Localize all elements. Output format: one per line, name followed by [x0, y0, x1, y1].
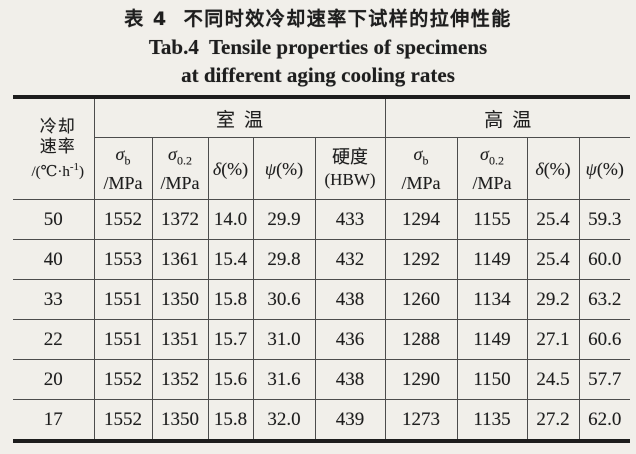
- table-row: 17 1552 1350 15.8 32.0 439 1273 1135 27.…: [13, 399, 631, 442]
- data-cell: 25.4: [526, 239, 580, 280]
- data-cell: 1149: [456, 319, 528, 360]
- data-cell: 29.2: [526, 279, 580, 320]
- data-cell: 1552: [93, 399, 153, 442]
- col-header-sigma-02-room: σ0.2/MPa: [151, 137, 209, 200]
- data-cell: 57.7: [578, 359, 631, 400]
- data-cell: 1135: [456, 399, 528, 442]
- table-row: 20 1552 1352 15.6 31.6 438 1290 1150 24.…: [13, 359, 631, 400]
- cooling-rate-label-line2: 速率: [39, 136, 76, 156]
- data-cell: 60.6: [578, 319, 631, 360]
- data-cell: 1361: [151, 239, 209, 280]
- data-cell: 60.0: [578, 239, 631, 280]
- table-caption: 表 4 不同时效冷却速率下试样的拉伸性能 Tab.4 Tensile prope…: [0, 0, 636, 89]
- data-cell: 31.0: [252, 319, 316, 360]
- cooling-rate-cell: 33: [13, 279, 95, 320]
- data-cell: 27.1: [526, 319, 580, 360]
- cooling-rate-cell: 17: [13, 399, 95, 442]
- caption-en-line1: Tab.4 Tensile properties of specimens: [148, 35, 488, 59]
- table-row: 40 1553 1361 15.4 29.8 432 1292 1149 25.…: [13, 239, 631, 280]
- data-cell: 439: [314, 399, 386, 442]
- data-cell: 15.8: [207, 399, 254, 442]
- data-cell: 29.9: [252, 199, 316, 240]
- col-header-sigma-b-high: σb/MPa: [384, 137, 458, 200]
- col-header-delta-room: δ(%): [207, 137, 254, 200]
- cooling-rate-cell: 20: [13, 359, 95, 400]
- data-cell: 438: [314, 359, 386, 400]
- caption-en-line2: at different aging cooling rates: [181, 63, 455, 87]
- data-cell: 1134: [456, 279, 528, 320]
- table-row: 22 1551 1351 15.7 31.0 436 1288 1149 27.…: [13, 319, 631, 360]
- data-cell: 432: [314, 239, 386, 280]
- data-cell: 1292: [384, 239, 458, 280]
- group-header-high-temp: 高温: [384, 96, 631, 138]
- data-cell: 1155: [456, 199, 528, 240]
- cooling-rate-unit: /(℃·h-1): [31, 160, 85, 180]
- col-header-psi-high: ψ(%): [578, 137, 631, 200]
- caption-zh: 表 4 不同时效冷却速率下试样的拉伸性能: [124, 8, 512, 30]
- data-cell: 32.0: [252, 399, 316, 442]
- group-header-room-temp: 室温: [93, 96, 386, 138]
- data-cell: 1150: [456, 359, 528, 400]
- data-cell: 15.8: [207, 279, 254, 320]
- col-header-sigma-b-room: σb/MPa: [94, 137, 153, 200]
- data-cell: 31.6: [252, 359, 316, 400]
- data-cell: 30.6: [252, 279, 316, 320]
- cooling-rate-cell: 22: [13, 319, 95, 360]
- data-cell: 1273: [384, 399, 458, 442]
- cooling-rate-cell: 50: [13, 199, 95, 240]
- data-cell: 1553: [93, 239, 153, 280]
- cooling-rate-cell: 40: [13, 239, 95, 280]
- data-cell: 62.0: [578, 399, 631, 442]
- data-cell: 1351: [151, 319, 209, 360]
- data-cell: 1551: [93, 319, 153, 360]
- data-cell: 25.4: [526, 199, 580, 240]
- data-cell: 29.8: [252, 239, 316, 280]
- col-header-sigma-02-high: σ0.2/MPa: [456, 137, 528, 200]
- data-cell: 438: [314, 279, 386, 320]
- tensile-properties-table: 冷却 速率 /(℃·h-1) 室温 高温 σb/MPa σ0.2/MPa δ(%…: [13, 95, 631, 443]
- data-cell: 1350: [151, 279, 209, 320]
- data-cell: 1350: [151, 399, 209, 442]
- data-cell: 1352: [151, 359, 209, 400]
- data-cell: 433: [314, 199, 386, 240]
- data-cell: 27.2: [526, 399, 580, 442]
- data-cell: 15.7: [207, 319, 254, 360]
- col-header-delta-high: δ(%): [526, 137, 580, 200]
- data-cell: 1290: [384, 359, 458, 400]
- table-row: 50 1552 1372 14.0 29.9 433 1294 1155 25.…: [13, 199, 631, 240]
- table-row: 33 1551 1350 15.8 30.6 438 1260 1134 29.…: [13, 279, 631, 320]
- data-cell: 63.2: [578, 279, 631, 320]
- data-cell: 1552: [93, 199, 153, 240]
- data-cell: 1260: [384, 279, 458, 320]
- data-cell: 436: [314, 319, 386, 360]
- data-cell: 1294: [384, 199, 458, 240]
- data-cell: 1372: [151, 199, 209, 240]
- col-header-cooling-rate: 冷却 速率 /(℃·h-1): [13, 96, 95, 200]
- data-cell: 24.5: [526, 359, 580, 400]
- data-cell: 15.6: [207, 359, 254, 400]
- data-cell: 15.4: [207, 239, 254, 280]
- data-cell: 1551: [93, 279, 153, 320]
- col-header-psi-room: ψ(%): [252, 137, 316, 200]
- data-cell: 59.3: [578, 199, 631, 240]
- data-cell: 1288: [384, 319, 458, 360]
- data-cell: 1552: [93, 359, 153, 400]
- cooling-rate-label-line1: 冷却: [39, 116, 76, 136]
- data-cell: 1149: [456, 239, 528, 280]
- col-header-hardness-room: 硬度 (HBW): [314, 137, 386, 200]
- data-cell: 14.0: [207, 199, 254, 240]
